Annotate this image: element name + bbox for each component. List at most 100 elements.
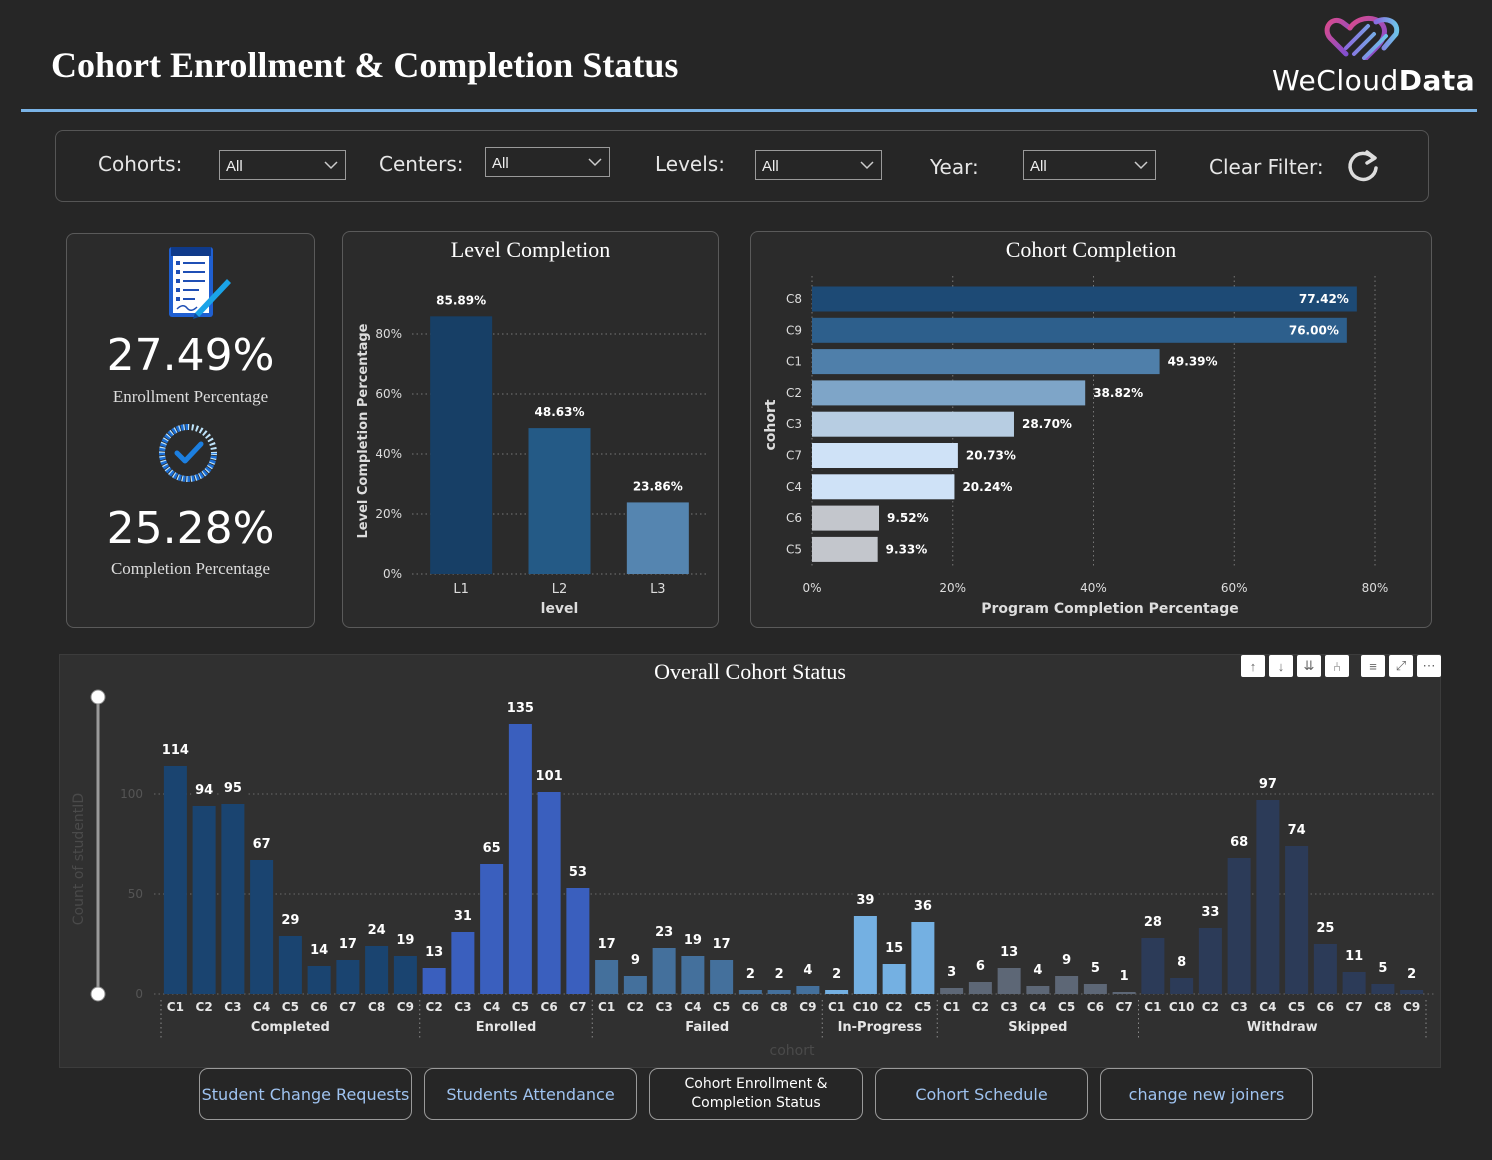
bar[interactable]	[812, 443, 958, 468]
bar[interactable]	[1342, 972, 1366, 994]
chevron-down-icon	[588, 158, 602, 167]
bar[interactable]	[1055, 976, 1079, 994]
bar[interactable]	[1170, 978, 1194, 994]
bar[interactable]	[528, 428, 591, 574]
nav-button-label-line1: Cohort Enrollment &	[684, 1076, 828, 1092]
x-axis-title: cohort	[770, 1043, 815, 1059]
bar[interactable]	[1400, 990, 1424, 994]
bar[interactable]	[508, 724, 532, 994]
bar[interactable]	[1112, 992, 1136, 994]
bar[interactable]	[882, 964, 906, 994]
bar[interactable]	[812, 536, 878, 562]
year-dropdown[interactable]: All	[1023, 150, 1156, 180]
refresh-icon[interactable]	[1345, 148, 1381, 184]
nav-cohort-schedule-button[interactable]: Cohort Schedule	[875, 1068, 1088, 1120]
bar[interactable]	[812, 286, 1357, 312]
nav-cohort-enrollment-button[interactable]: Cohort Enrollment & Completion Status	[649, 1068, 863, 1120]
zoom-slider-handle-bottom[interactable]	[90, 986, 106, 1002]
bar[interactable]	[566, 888, 590, 994]
bar[interactable]	[1313, 944, 1337, 994]
bar[interactable]	[710, 960, 734, 994]
bar[interactable]	[422, 968, 446, 994]
bar[interactable]	[738, 990, 762, 994]
x-tick-label: C8	[771, 1000, 788, 1014]
bar[interactable]	[796, 986, 820, 994]
data-label-bg	[741, 963, 760, 983]
bar[interactable]	[1026, 986, 1050, 994]
expand-all-down-icon[interactable]: ⇊	[1297, 655, 1321, 677]
centers-filter-label: Centers:	[379, 152, 464, 176]
zoom-slider-handle-top[interactable]	[90, 689, 106, 705]
cohort-completion-chart: 0% 20% 40% 60% 80% C8 77.42% C9 76.00% C1 49.39% C2…	[763, 276, 1388, 617]
data-label: 76.00%	[1289, 323, 1339, 337]
bar[interactable]	[595, 960, 619, 994]
bar[interactable]	[1083, 984, 1107, 994]
bar[interactable]	[968, 982, 992, 994]
bar[interactable]	[307, 966, 331, 994]
nav-students-attendance-button[interactable]: Students Attendance	[424, 1068, 637, 1120]
bar[interactable]	[623, 976, 647, 994]
bar[interactable]	[430, 316, 493, 574]
bar[interactable]	[163, 766, 187, 994]
bar[interactable]	[537, 792, 561, 994]
filter-icon[interactable]: ≡	[1361, 655, 1385, 677]
x-tick-label: C2	[1202, 1000, 1219, 1014]
centers-dropdown[interactable]: All	[485, 147, 610, 177]
bar[interactable]	[393, 956, 417, 994]
y-tick-label: C7	[786, 449, 802, 463]
bar[interactable]	[221, 804, 245, 994]
chevron-down-icon	[860, 161, 874, 170]
expand-hierarchy-icon[interactable]: ⑃	[1325, 655, 1349, 677]
bar[interactable]	[812, 505, 879, 531]
bar[interactable]	[825, 990, 849, 994]
bar[interactable]	[812, 317, 1347, 343]
levels-dropdown[interactable]: All	[755, 150, 882, 180]
y-tick-label: C4	[786, 480, 802, 494]
brand-logo: WeCloudData	[1270, 14, 1475, 104]
bar[interactable]	[480, 864, 504, 994]
bar[interactable]	[1371, 984, 1395, 994]
bar[interactable]	[250, 860, 274, 994]
bar[interactable]	[336, 960, 360, 994]
bar[interactable]	[626, 502, 689, 574]
bar[interactable]	[681, 956, 705, 994]
bar[interactable]	[1256, 800, 1280, 994]
centers-dropdown-value: All	[492, 155, 509, 172]
bar[interactable]	[997, 968, 1021, 994]
bar[interactable]	[365, 946, 389, 994]
data-label: 48.63%	[535, 405, 585, 419]
bar[interactable]	[812, 380, 1086, 406]
drill-down-icon[interactable]: ↓	[1269, 655, 1293, 677]
bar[interactable]	[853, 916, 877, 994]
bar[interactable]	[767, 990, 791, 994]
focus-mode-icon[interactable]: ⤢	[1389, 655, 1413, 677]
bar[interactable]	[940, 988, 964, 994]
drill-up-icon[interactable]: ↑	[1241, 655, 1265, 677]
data-label-bg	[1115, 965, 1134, 985]
cohorts-dropdown[interactable]: All	[219, 150, 346, 180]
bar[interactable]	[451, 932, 475, 994]
bar[interactable]	[278, 936, 302, 994]
bar[interactable]	[911, 922, 935, 994]
bar[interactable]	[192, 806, 216, 994]
bar[interactable]	[1285, 846, 1309, 994]
data-label: 11	[1345, 949, 1363, 964]
data-label: 97	[1259, 777, 1277, 792]
data-label: 67	[253, 837, 271, 852]
bar[interactable]	[812, 349, 1160, 375]
more-options-icon[interactable]: ⋯	[1417, 655, 1441, 677]
x-tick-label: C4	[253, 1000, 270, 1014]
bar[interactable]	[812, 474, 955, 500]
bar[interactable]	[812, 411, 1014, 437]
data-label-bg	[158, 739, 193, 759]
bar[interactable]	[1198, 928, 1222, 994]
bar[interactable]	[1227, 858, 1251, 994]
data-label: 20.24%	[962, 480, 1012, 494]
nav-student-change-requests-button[interactable]: Student Change Requests	[199, 1068, 412, 1120]
data-label: 13	[1000, 945, 1018, 960]
bar[interactable]	[652, 948, 676, 994]
data-label: 9	[631, 953, 640, 968]
bar[interactable]	[1141, 938, 1165, 994]
data-label: 53	[569, 865, 587, 880]
nav-change-new-joiners-button[interactable]: change new joiners	[1100, 1068, 1313, 1120]
